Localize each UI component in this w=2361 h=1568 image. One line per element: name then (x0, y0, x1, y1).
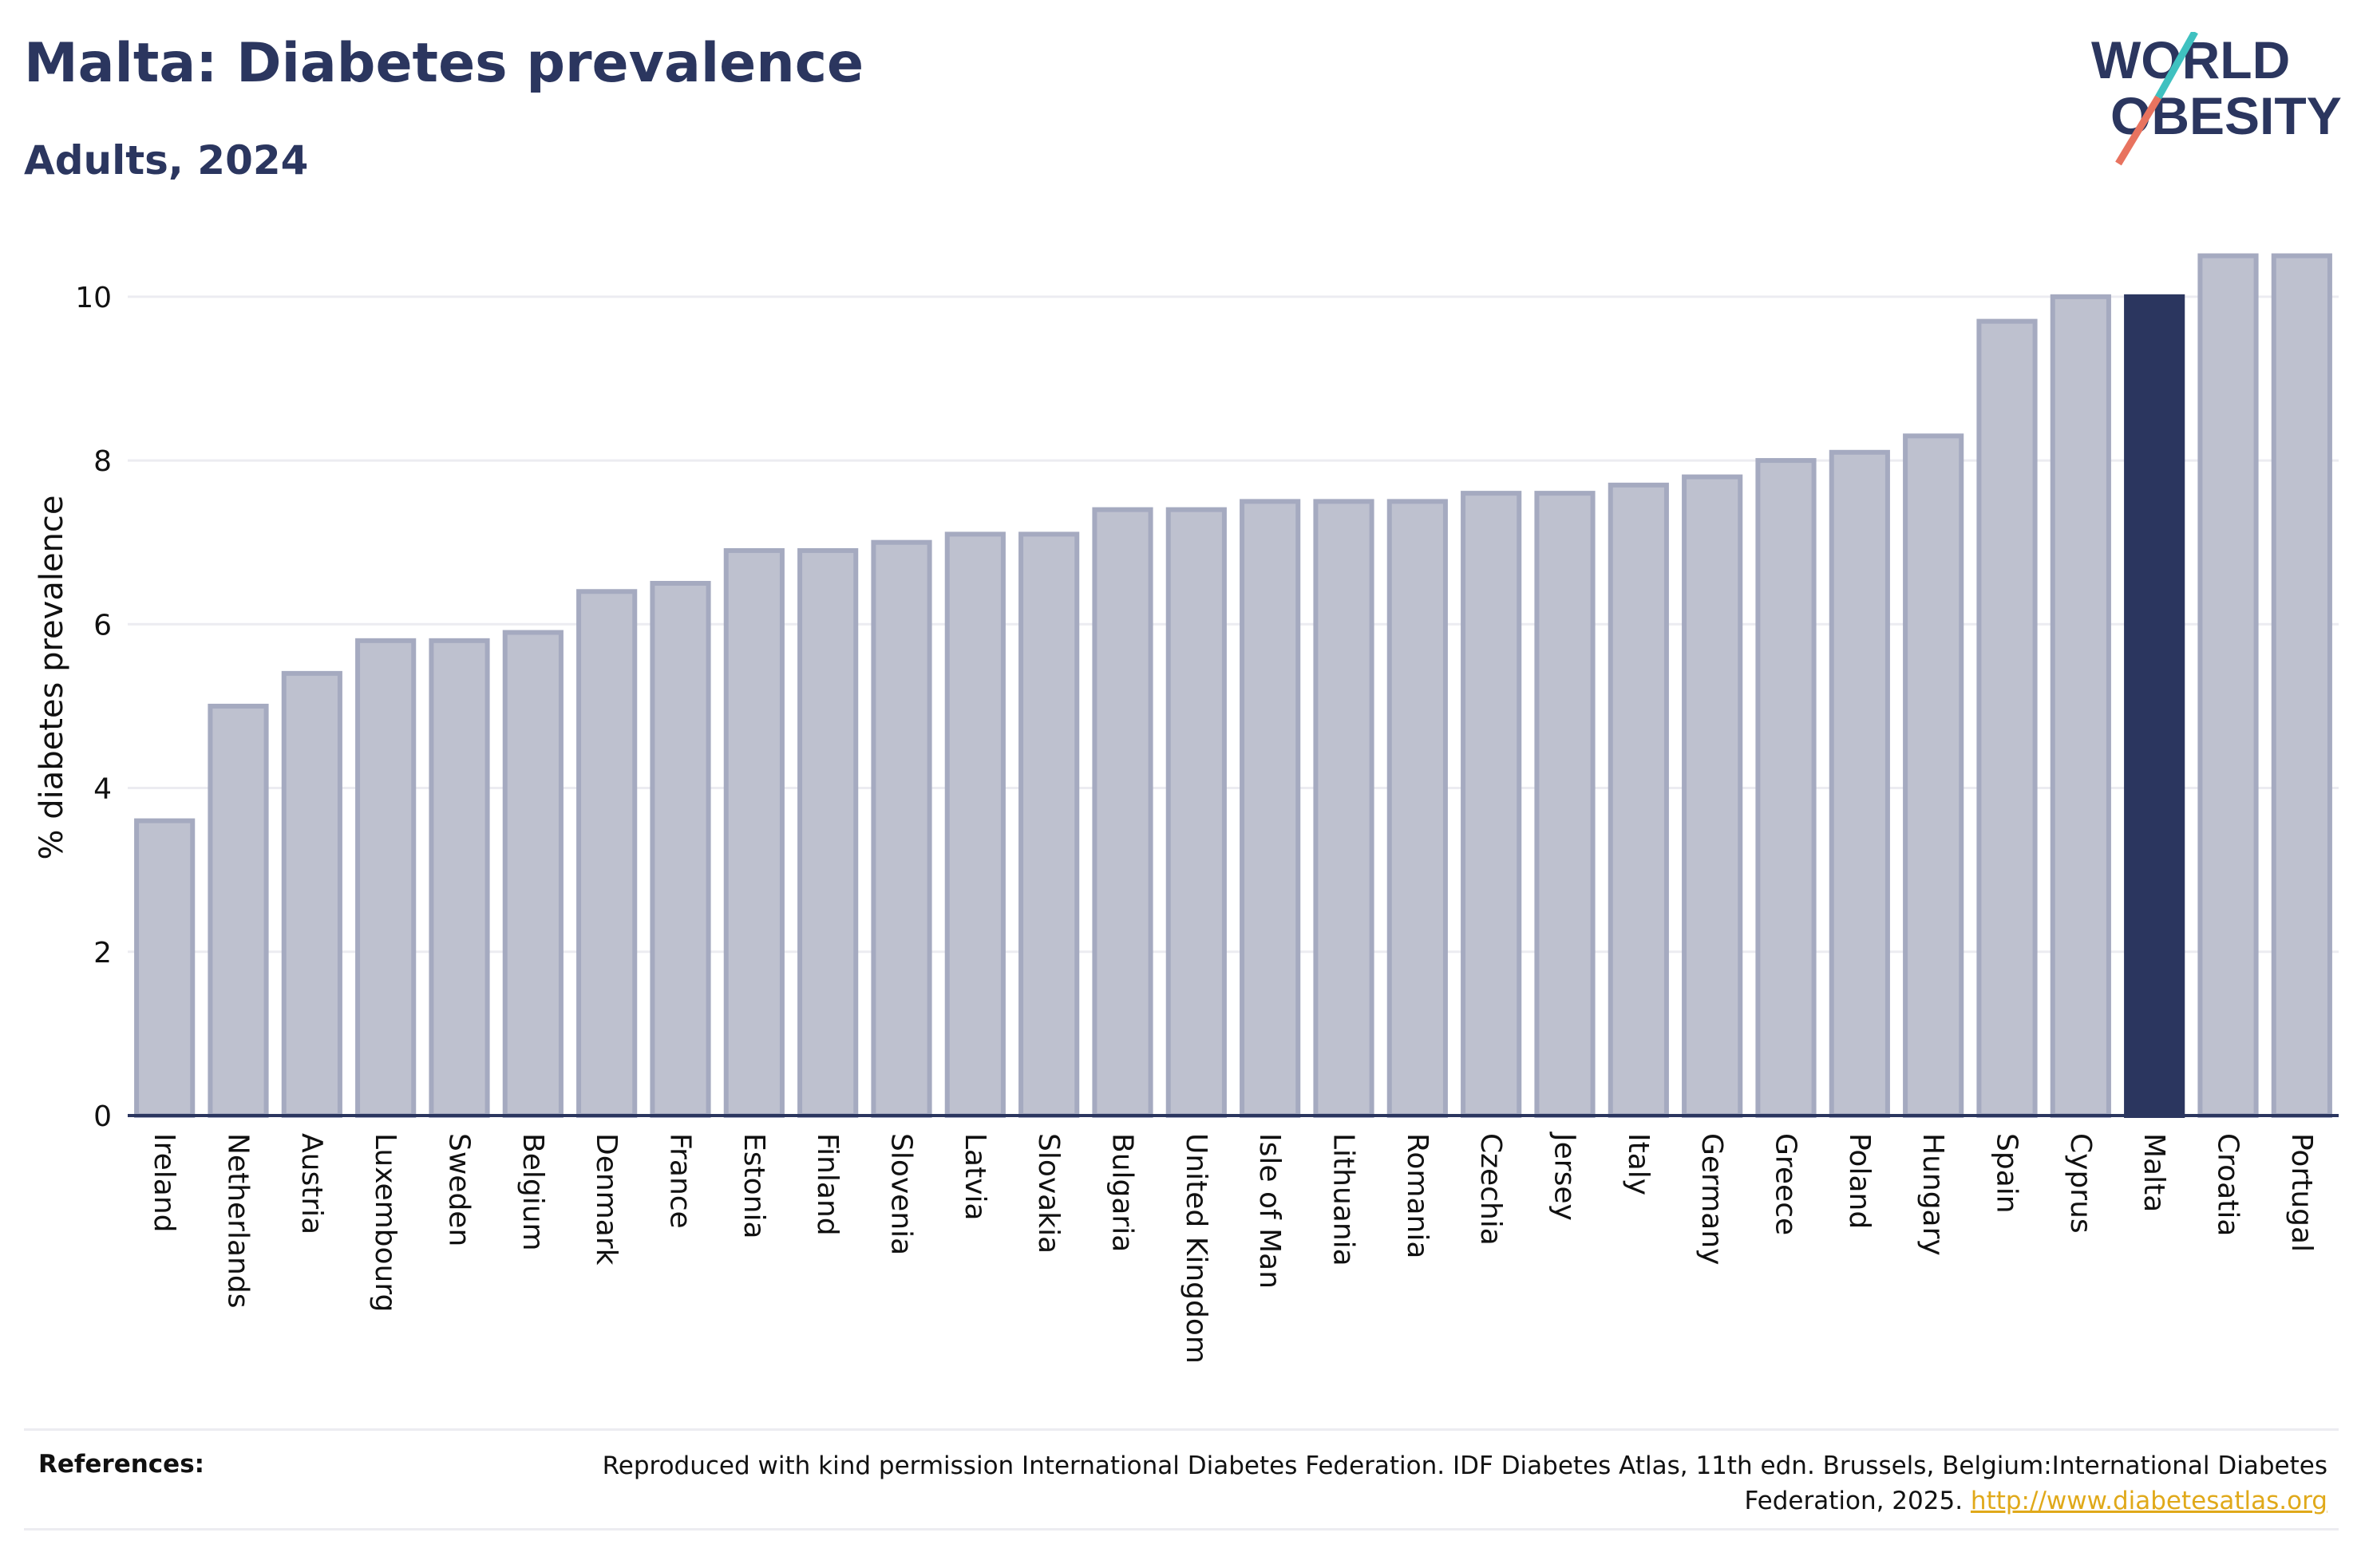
x-tick-label: Ireland (148, 1133, 180, 1233)
bar-czechia (1461, 491, 1522, 1118)
bar-isle-of-man (1240, 499, 1301, 1118)
references-panel: References: Reproduced with kind permiss… (24, 1428, 2339, 1530)
x-tick-label: Luxembourg (369, 1133, 401, 1312)
bar-germany (1682, 474, 1743, 1118)
x-tick-label: Czechia (1474, 1133, 1507, 1246)
page-title: Malta: Diabetes prevalence (24, 32, 864, 95)
x-tick-label: Portugal (2285, 1133, 2318, 1252)
references-text: Reproduced with kind permission Internat… (571, 1448, 2327, 1519)
page-subtitle: Adults, 2024 (24, 137, 309, 184)
x-tick-label: Netherlands (222, 1133, 255, 1308)
x-tick-label: Belgium (516, 1133, 549, 1251)
x-tick-label: United Kingdom (1180, 1133, 1212, 1364)
bar-belgium (502, 630, 564, 1118)
bar-cyprus (2050, 294, 2111, 1118)
bar-italy (1608, 482, 1669, 1118)
bar-hungary (1903, 433, 1964, 1118)
x-tick-label: Italy (1622, 1133, 1655, 1195)
bar-bulgaria (1092, 507, 1153, 1118)
bar-malta (2124, 294, 2185, 1118)
bar-ireland (134, 818, 196, 1119)
bar-united-kingdom (1165, 507, 1227, 1118)
y-tick-label: 8 (93, 445, 112, 478)
x-tick-label: Malta (2138, 1133, 2170, 1212)
bar-latvia (944, 531, 1006, 1118)
x-tick-label: Estonia (738, 1133, 770, 1239)
bar-greece (1755, 458, 1817, 1118)
x-tick-label: Sweden (443, 1133, 476, 1246)
bar-croatia (2197, 253, 2259, 1119)
bar-poland (1829, 449, 1890, 1118)
bar-jersey (1534, 491, 1596, 1118)
x-tick-label: Bulgaria (1106, 1133, 1139, 1252)
y-tick-label: 0 (93, 1100, 112, 1133)
y-tick-label: 6 (93, 609, 112, 642)
x-tick-label: Latvia (959, 1133, 991, 1221)
x-tick-label: Germany (1695, 1133, 1728, 1265)
x-tick-label: Poland (1843, 1133, 1876, 1229)
x-tick-label: Slovenia (885, 1133, 918, 1255)
bar-luxembourg (355, 638, 417, 1118)
x-tick-label: Lithuania (1327, 1133, 1360, 1266)
y-axis-label: % diabetes prevalence (34, 495, 70, 859)
x-tick-label: Finland (811, 1133, 844, 1236)
bar-netherlands (208, 703, 269, 1118)
bar-france (650, 580, 711, 1118)
bar-chart: 0 2 4 6 8 10 % diabetes prevalence Ireland Nethe… (34, 253, 2339, 1364)
x-tick-label: Romania (1401, 1133, 1434, 1258)
x-tick-label: France (664, 1133, 697, 1229)
bar-estonia (723, 547, 785, 1118)
x-tick-label: Austria (295, 1133, 328, 1234)
y-tick-label: 4 (93, 773, 112, 806)
bar-spain (1976, 318, 2038, 1118)
x-tick-label: Jersey (1548, 1132, 1581, 1221)
references-citation: Reproduced with kind permission Internat… (602, 1451, 2327, 1515)
y-tick-label: 10 (75, 282, 112, 314)
x-tick-label: Spain (1991, 1133, 2023, 1214)
bar-denmark (576, 589, 638, 1118)
bar-lithuania (1313, 499, 1374, 1118)
x-tick-label: Isle of Man (1253, 1133, 1286, 1289)
x-tick-label: Denmark (590, 1133, 623, 1266)
x-tick-label: Hungary (1916, 1133, 1949, 1256)
bar-austria (281, 670, 342, 1118)
references-label: References: (38, 1450, 205, 1479)
x-tick-label: Croatia (2212, 1133, 2244, 1236)
x-tick-label: Greece (1770, 1133, 1802, 1235)
x-tick-label: Cyprus (2064, 1133, 2097, 1234)
bar-finland (797, 547, 859, 1118)
x-tick-label: Slovakia (1032, 1133, 1065, 1254)
world-obesity-logo: WORLD OBESITY (2091, 32, 2342, 166)
bar-romania (1386, 499, 1448, 1118)
bar-slovenia (871, 539, 932, 1118)
y-tick-label: 2 (93, 937, 112, 970)
references-link[interactable]: http://www.diabetesatlas.org (1970, 1487, 2327, 1515)
bar-slovakia (1018, 531, 1080, 1118)
bar-portugal (2271, 253, 2332, 1119)
bar-sweden (429, 638, 490, 1118)
